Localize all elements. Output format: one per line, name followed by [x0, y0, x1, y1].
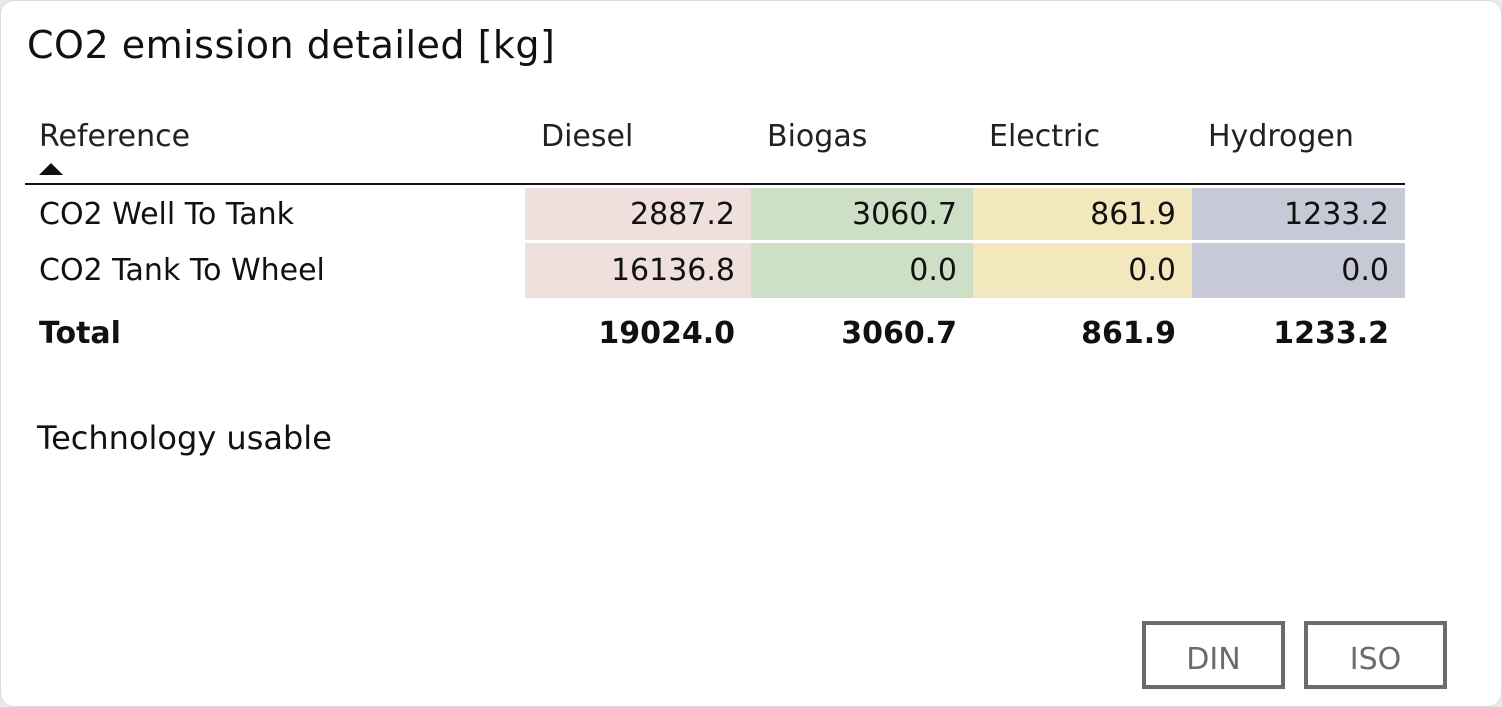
iso-button[interactable]: ISO: [1304, 621, 1447, 689]
cell-biogas: 0.0: [751, 243, 973, 301]
total-hydrogen: 1233.2: [1273, 315, 1389, 351]
sort-ascending-icon: [39, 163, 63, 175]
technology-usable-label: Technology usable: [37, 419, 332, 457]
cell-electric: 861.9: [973, 185, 1192, 243]
row-label: CO2 Well To Tank: [25, 185, 525, 243]
total-biogas: 3060.7: [841, 315, 957, 351]
table-row: CO2 Well To Tank 2887.2 3060.7 861.9 123…: [25, 185, 1405, 243]
cell-biogas: 3060.7: [751, 185, 973, 243]
column-header-diesel[interactable]: Diesel: [525, 111, 751, 185]
din-button[interactable]: DIN: [1142, 621, 1285, 689]
row-label: CO2 Tank To Wheel: [25, 243, 525, 301]
column-header-label: Reference: [39, 119, 191, 154]
card-title: CO2 emission detailed [kg]: [27, 23, 556, 67]
cell-diesel: 16136.8: [525, 243, 751, 301]
cell-hydrogen: 1233.2: [1192, 185, 1405, 243]
header-row: Reference Diesel Biogas Electric Hydroge…: [25, 111, 1405, 185]
total-electric: 861.9: [1081, 315, 1176, 351]
cell-electric: 0.0: [973, 243, 1192, 301]
total-label: Total: [39, 315, 121, 351]
total-diesel: 19024.0: [598, 315, 735, 351]
column-header-electric[interactable]: Electric: [973, 111, 1192, 185]
column-header-hydrogen[interactable]: Hydrogen: [1192, 111, 1405, 185]
column-header-reference[interactable]: Reference: [25, 111, 525, 185]
column-header-biogas[interactable]: Biogas: [751, 111, 973, 185]
emission-matrix: Reference Diesel Biogas Electric Hydroge…: [25, 111, 1405, 365]
total-row: Total 19024.0 3060.7 861.9 1233.2: [25, 301, 1405, 365]
cell-diesel: 2887.2: [525, 185, 751, 243]
table-row: CO2 Tank To Wheel 16136.8 0.0 0.0 0.0: [25, 243, 1405, 301]
cell-hydrogen: 0.0: [1192, 243, 1405, 301]
